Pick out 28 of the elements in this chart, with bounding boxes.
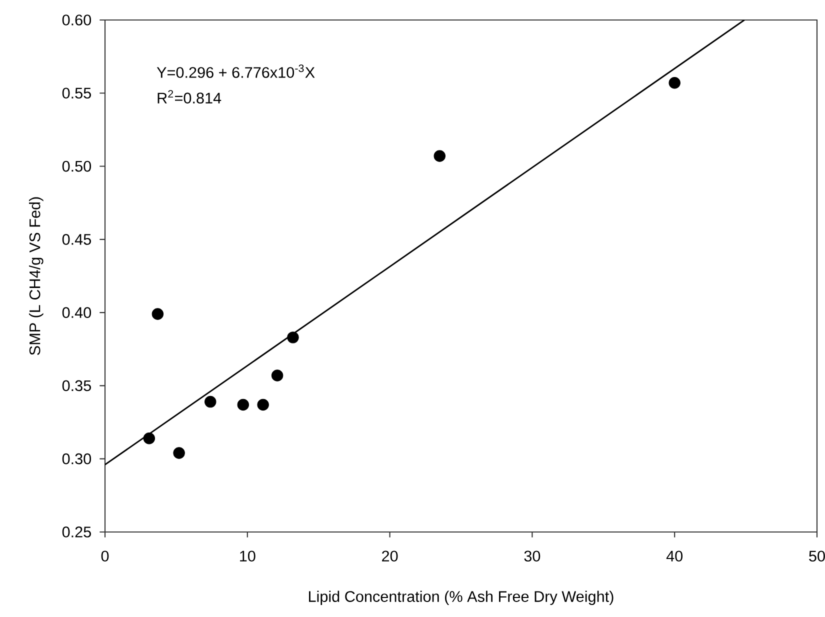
x-tick-label: 20 [382, 550, 398, 562]
y-tick-label: 0.35 [62, 380, 91, 392]
point [668, 77, 680, 89]
annotation: R$^{2}$=0.814 [158, 90, 222, 104]
annotation: Y=0.296 + 6.776x10$^{-3}$X [156, 64, 315, 78]
x-tick-label: 40 [666, 550, 683, 562]
point [143, 432, 156, 444]
y-tick-label: 0.50 [62, 160, 92, 172]
x-tick-label: 10 [240, 550, 256, 562]
point [434, 150, 446, 162]
point [173, 447, 185, 459]
point [287, 332, 299, 344]
point [257, 398, 269, 411]
y-tick-label: 0.25 [62, 526, 91, 538]
x-tick-label: 50 [809, 550, 825, 562]
y-tick-label: 0.40 [62, 307, 92, 318]
y-tick-label: 0.45 [62, 234, 91, 245]
point [237, 398, 250, 411]
point [204, 396, 216, 408]
x-axis-title: Lipid Concentration (% Ash Free Dry Weight) [309, 590, 614, 605]
x-tick-label: 30 [524, 550, 540, 562]
x-tick-label: 0 [101, 550, 109, 562]
point [271, 370, 284, 382]
point [152, 308, 164, 320]
y-tick-label: 0.30 [62, 453, 92, 464]
y-axis-title: SMP (L CH4/g VS Fed) [29, 197, 44, 355]
y-tick-label: 0.60 [62, 14, 92, 26]
y-tick-label: 0.55 [62, 88, 91, 99]
